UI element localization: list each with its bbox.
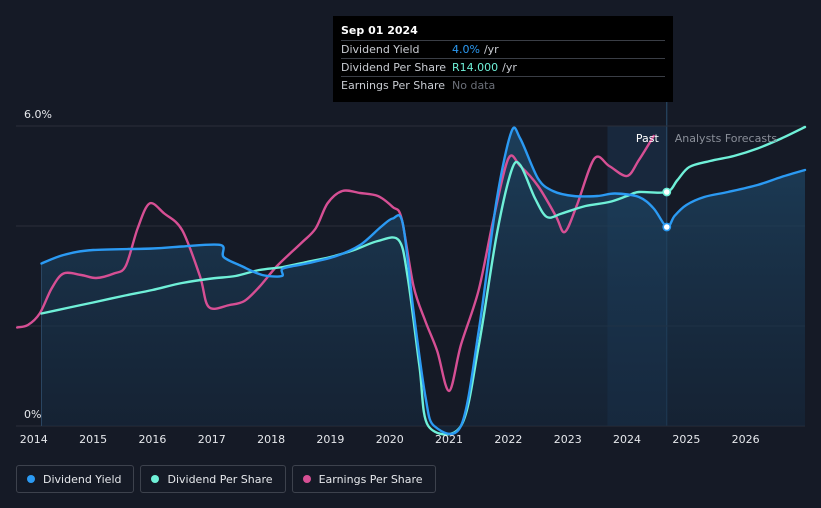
legend-label: Dividend Per Share [167,472,273,486]
legend-label: Dividend Yield [43,472,122,486]
legend-item-earnings-per-share[interactable]: Earnings Per Share [291,465,436,493]
y-tick-label: 0% [24,408,41,421]
x-tick-label: 2023 [554,433,582,446]
dividend-yield-marker [662,222,672,232]
dividend-per-share-marker [662,187,672,197]
x-tick-label: 2025 [672,433,700,446]
tooltip-value: 4.0% [452,43,480,56]
x-tick-label: 2018 [257,433,285,446]
past-label: Past [636,132,660,145]
legend-item-dividend-per-share[interactable]: Dividend Per Share [140,465,286,493]
legend-dot-icon [302,475,311,483]
tooltip-value: No data [452,79,496,92]
tooltip-value: R14.000 [452,61,499,74]
legend-dot-icon [151,475,160,483]
dividend-per-share-line [40,125,807,436]
tooltip-unit: /yr [502,61,517,74]
tooltip-row-dividend-per-share: Dividend Per Share R14.000 /yr [341,59,665,77]
tooltip-label: Dividend Per Share [341,61,447,74]
y-tick-label: 6.0% [24,108,52,121]
legend-item-dividend-yield[interactable]: Dividend Yield [16,465,135,493]
tooltip-row-dividend-yield: Dividend Yield 4.0% /yr [341,41,665,59]
tooltip: Sep 01 2024 Dividend Yield 4.0% /yr Divi… [333,16,673,102]
tooltip-unit: /yr [483,43,499,56]
x-tick-label: 2022 [494,433,522,446]
forecast-label: Analysts Forecasts [675,132,778,145]
legend: Dividend Yield Dividend Per Share Earnin… [16,465,436,493]
earnings-per-share-line [16,134,655,393]
tooltip-row-earnings-per-share: Earnings Per Share No data [341,77,665,94]
x-tick-label: 2014 [20,433,48,446]
tooltip-label: Earnings Per Share [341,79,446,92]
tooltip-date: Sep 01 2024 [341,22,665,41]
dividend-yield-area [41,127,805,434]
legend-dot-icon [27,475,35,483]
x-tick-label: 2026 [732,433,760,446]
x-tick-label: 2020 [376,433,404,446]
x-tick-label: 2015 [79,433,107,446]
x-tick-label: 2016 [138,433,166,446]
x-tick-label: 2019 [316,433,344,446]
tooltip-label: Dividend Yield [341,43,420,56]
x-tick-label: 2021 [435,433,463,446]
x-tick-label: 2017 [198,433,226,446]
legend-label: Earnings Per Share [318,472,423,486]
x-tick-label: 2024 [613,433,641,446]
